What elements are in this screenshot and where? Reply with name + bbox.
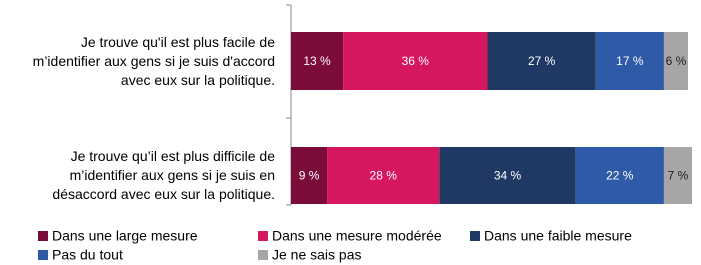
legend-swatch	[38, 231, 48, 241]
legend-label: Dans une mesure modérée	[272, 228, 442, 244]
data-label: 22 %	[606, 169, 634, 183]
data-label: 6 %	[666, 54, 687, 68]
legend-label: Pas du tout	[52, 247, 123, 263]
bar-segment	[595, 32, 664, 90]
legend-label: Dans une faible mesure	[484, 228, 632, 244]
bar-segment	[291, 32, 344, 90]
data-label: 17 %	[616, 54, 644, 68]
category-label: Je trouve qu'il est plus facile de m’ide…	[32, 33, 275, 88]
bar-segment	[343, 32, 488, 90]
data-label: 36 %	[402, 54, 430, 68]
bar-segment	[487, 32, 596, 90]
legend-swatch	[258, 231, 268, 241]
legend-swatch	[38, 250, 48, 260]
bar-segment	[663, 147, 692, 204]
data-label: 7 %	[668, 169, 689, 183]
bar-segment	[291, 147, 328, 204]
legend-swatch	[258, 250, 268, 260]
data-label: 27 %	[528, 54, 556, 68]
data-label: 34 %	[494, 169, 522, 183]
bar-segment	[575, 147, 664, 204]
legend-label: Dans une large mesure	[52, 228, 198, 244]
legend-label: Je ne sais pas	[272, 247, 362, 263]
data-label: 9 %	[299, 169, 320, 183]
bar-segment	[439, 147, 576, 204]
category-label: Je trouve qu’il est plus difficile de m’…	[52, 148, 275, 202]
data-label: 28 %	[370, 169, 398, 183]
data-label: 13 %	[303, 54, 331, 68]
bar-segment	[327, 147, 440, 204]
bar-segment	[663, 32, 688, 90]
legend-swatch	[470, 231, 480, 241]
